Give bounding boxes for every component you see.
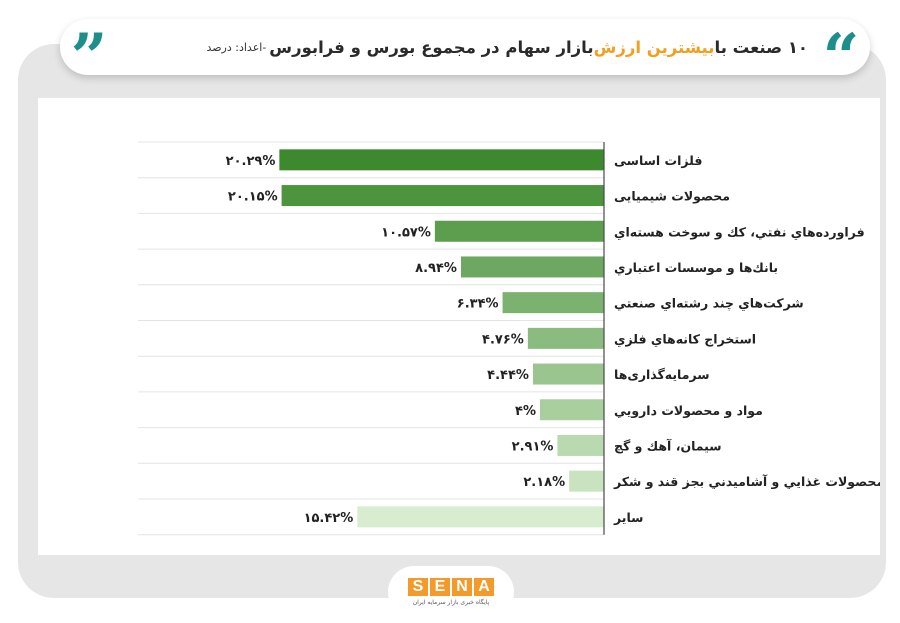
bar xyxy=(279,149,604,171)
category-label: سرمایه‌گذاری‌ها xyxy=(614,367,710,382)
data-label: ۲۰.۲۹% xyxy=(226,154,276,169)
data-label: ۲۰.۱۵% xyxy=(228,190,278,205)
bar xyxy=(460,256,604,278)
bar xyxy=(532,363,604,385)
logo-letter: E xyxy=(430,578,450,596)
chart-title: ۱۰ صنعت با بیشترین ارزش بازار سهام در مج… xyxy=(206,19,808,75)
category-label: محصولات شیمیایی xyxy=(614,189,730,204)
bar-chart: ۲۰.۲۹% فلزات اساسی ۲۰.۱۵% محصولات شیمیایی ۱۰… xyxy=(138,141,880,536)
data-label: ۴% xyxy=(515,404,536,419)
category-label: سيمان، آهك و گچ xyxy=(614,438,722,453)
category-label: شركت‌هاي چند رشته‌اي صنعتي xyxy=(614,296,804,311)
bar xyxy=(281,185,604,207)
title-part-1: ۱۰ صنعت با xyxy=(714,37,809,57)
data-label: ۲.۹۱% xyxy=(512,439,554,454)
close-quote-icon: ” xyxy=(70,20,108,95)
category-label: سایر xyxy=(613,510,643,525)
sena-logo: S E N A پایگاه خبری بازار سرمایه ایران xyxy=(388,566,514,618)
bar xyxy=(527,327,604,349)
data-label: ۶.۳۴% xyxy=(457,297,499,312)
open-quote-icon: “ xyxy=(822,20,860,95)
bar xyxy=(540,399,604,421)
category-label: فراورده‌هاي نفتي، كك و سوخت هسته‌اي xyxy=(614,224,865,239)
data-label: ۱۰.۵۷% xyxy=(381,225,431,240)
category-label: استخراج كانه‌هاي فلزي xyxy=(614,331,756,346)
data-label: ۴.۴۴% xyxy=(487,368,529,383)
data-label: ۱۵.۴۲% xyxy=(304,511,354,526)
bar xyxy=(569,470,604,492)
category-label: بانك‌ها و موسسات اعتباري xyxy=(614,260,778,275)
logo-letter: S xyxy=(408,578,428,596)
data-label: ۲.۱۸% xyxy=(523,475,565,490)
bar xyxy=(357,506,604,528)
category-label: محصولات غذايي و آشاميدني بجز قند و شكر xyxy=(613,474,880,489)
bar xyxy=(434,220,604,242)
chart-panel: ۲۰.۲۹% فلزات اساسی ۲۰.۱۵% محصولات شیمیایی ۱۰… xyxy=(38,98,880,555)
bar xyxy=(502,292,604,314)
header-banner: “ ۱۰ صنعت با بیشترین ارزش بازار سهام در … xyxy=(60,19,870,95)
bar xyxy=(557,434,604,456)
title-highlight: بیشترین ارزش xyxy=(593,37,715,57)
logo-letter: N xyxy=(452,578,472,596)
data-label: ۸.۹۴% xyxy=(415,261,457,276)
category-label: فلزات اساسی xyxy=(614,153,702,168)
units-note: -اعداد: درصد xyxy=(206,40,267,54)
category-label: مواد و محصولات دارويي xyxy=(614,403,763,418)
logo-subtitle: پایگاه خبری بازار سرمایه ایران xyxy=(412,599,490,606)
title-part-2: بازار سهام در مجموع بورس و فرابورس xyxy=(269,37,594,57)
logo-letters: S E N A xyxy=(408,578,494,596)
logo-letter: A xyxy=(474,578,494,596)
data-label: ۴.۷۶% xyxy=(482,332,524,347)
